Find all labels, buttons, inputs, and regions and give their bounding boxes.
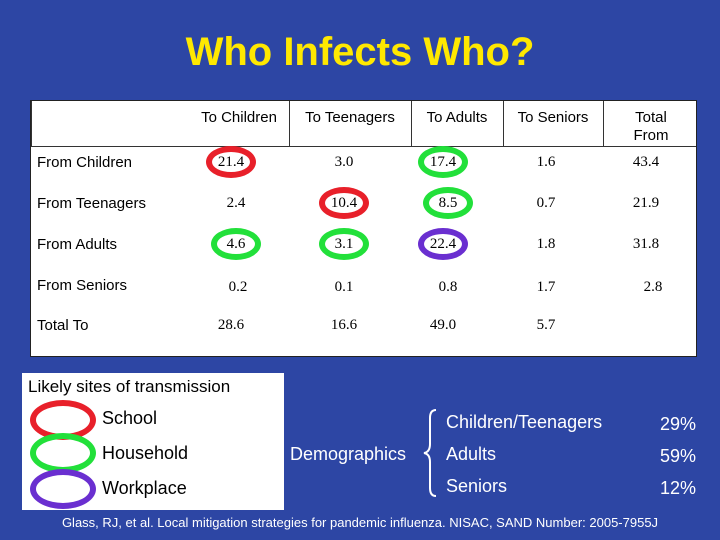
table-cell: 3.1: [334, 236, 354, 252]
row-header-from-adults: From Adults: [37, 236, 118, 253]
column-header-children: To Children: [201, 109, 277, 126]
household-ring: [211, 228, 261, 260]
table-cell: 21.4: [217, 154, 245, 170]
table-cell: 17.4: [429, 154, 457, 170]
demographics-percent-seniors: 12%: [660, 478, 697, 498]
workplace-ring: [418, 228, 468, 260]
table-cell: 1.7: [536, 279, 556, 295]
column-header-seniors: To Seniors: [517, 109, 589, 126]
household-ring: [418, 146, 468, 178]
table-cell: 43.4: [632, 154, 660, 170]
column-header-adults: To Adults: [426, 109, 488, 126]
table-cell: 49.0: [429, 317, 457, 333]
demographics-label: Demographics: [290, 444, 407, 464]
table-cell: 2.4: [226, 195, 246, 211]
demographics-group-adults: Adults: [446, 444, 497, 464]
legend-title: Likely sites of transmission: [28, 377, 231, 396]
demographics-group-children-teenagers: Children/Teenagers: [446, 412, 603, 432]
row-header-from-children: From Children: [37, 154, 133, 171]
source-citation: Glass, RJ, et al. Local mitigation strat…: [61, 515, 659, 530]
table-cell: 0.2: [228, 279, 248, 295]
table-cell: 8.5: [438, 195, 458, 211]
table-cell: 0.1: [334, 279, 354, 295]
infection-table: To Children To Teenagers To Adults To Se…: [30, 100, 697, 357]
household-ring-icon: [30, 433, 96, 473]
school-ring: [206, 146, 256, 178]
demographics-group-seniors: Seniors: [446, 476, 508, 496]
table-cell: 2.8: [643, 279, 663, 295]
header-divider-vertical: [411, 101, 412, 147]
table-cell: 21.9: [632, 195, 660, 211]
table-cell: 1.8: [536, 236, 556, 252]
transmission-legend: Likely sites of transmission School Hous…: [22, 373, 284, 510]
demographics-percent-adults: 59%: [660, 446, 697, 466]
table-cell: 0.7: [536, 195, 556, 211]
column-header-total-from: Total From: [633, 109, 669, 144]
row-header-from-teenagers: From Teenagers: [37, 195, 146, 212]
legend-label-workplace: Workplace: [102, 478, 187, 498]
household-ring: [423, 187, 473, 219]
header-divider-vertical: [31, 101, 32, 147]
workplace-ring-icon: [30, 469, 96, 509]
row-header-from-seniors: From Seniors: [37, 277, 128, 294]
column-header-teenagers: To Teenagers: [305, 109, 395, 126]
table-cell: 1.6: [536, 154, 556, 170]
table-cell: 22.4: [429, 236, 457, 252]
table-cell: 16.6: [330, 317, 358, 333]
table-cell: 31.8: [632, 236, 660, 252]
header-divider-vertical: [503, 101, 504, 147]
school-ring: [319, 187, 369, 219]
household-ring: [319, 228, 369, 260]
demographics-percent-children-teenagers: 29%: [660, 414, 697, 434]
header-divider-vertical: [603, 101, 604, 147]
table-cell: 5.7: [536, 317, 556, 333]
table-cell: 10.4: [330, 195, 358, 211]
legend-label-school: School: [102, 408, 158, 428]
table-cell: 3.0: [334, 154, 354, 170]
legend-label-household: Household: [102, 443, 189, 463]
row-header-total-to: Total To: [37, 317, 89, 334]
demographics-brace-icon: [423, 409, 437, 497]
page-title: Who Infects Who?: [185, 30, 535, 74]
table-cell: 0.8: [438, 279, 458, 295]
header-divider-vertical: [289, 101, 290, 147]
table-cell: 28.6: [217, 317, 245, 333]
header-divider: [31, 146, 696, 147]
table-cell: 4.6: [226, 236, 246, 252]
